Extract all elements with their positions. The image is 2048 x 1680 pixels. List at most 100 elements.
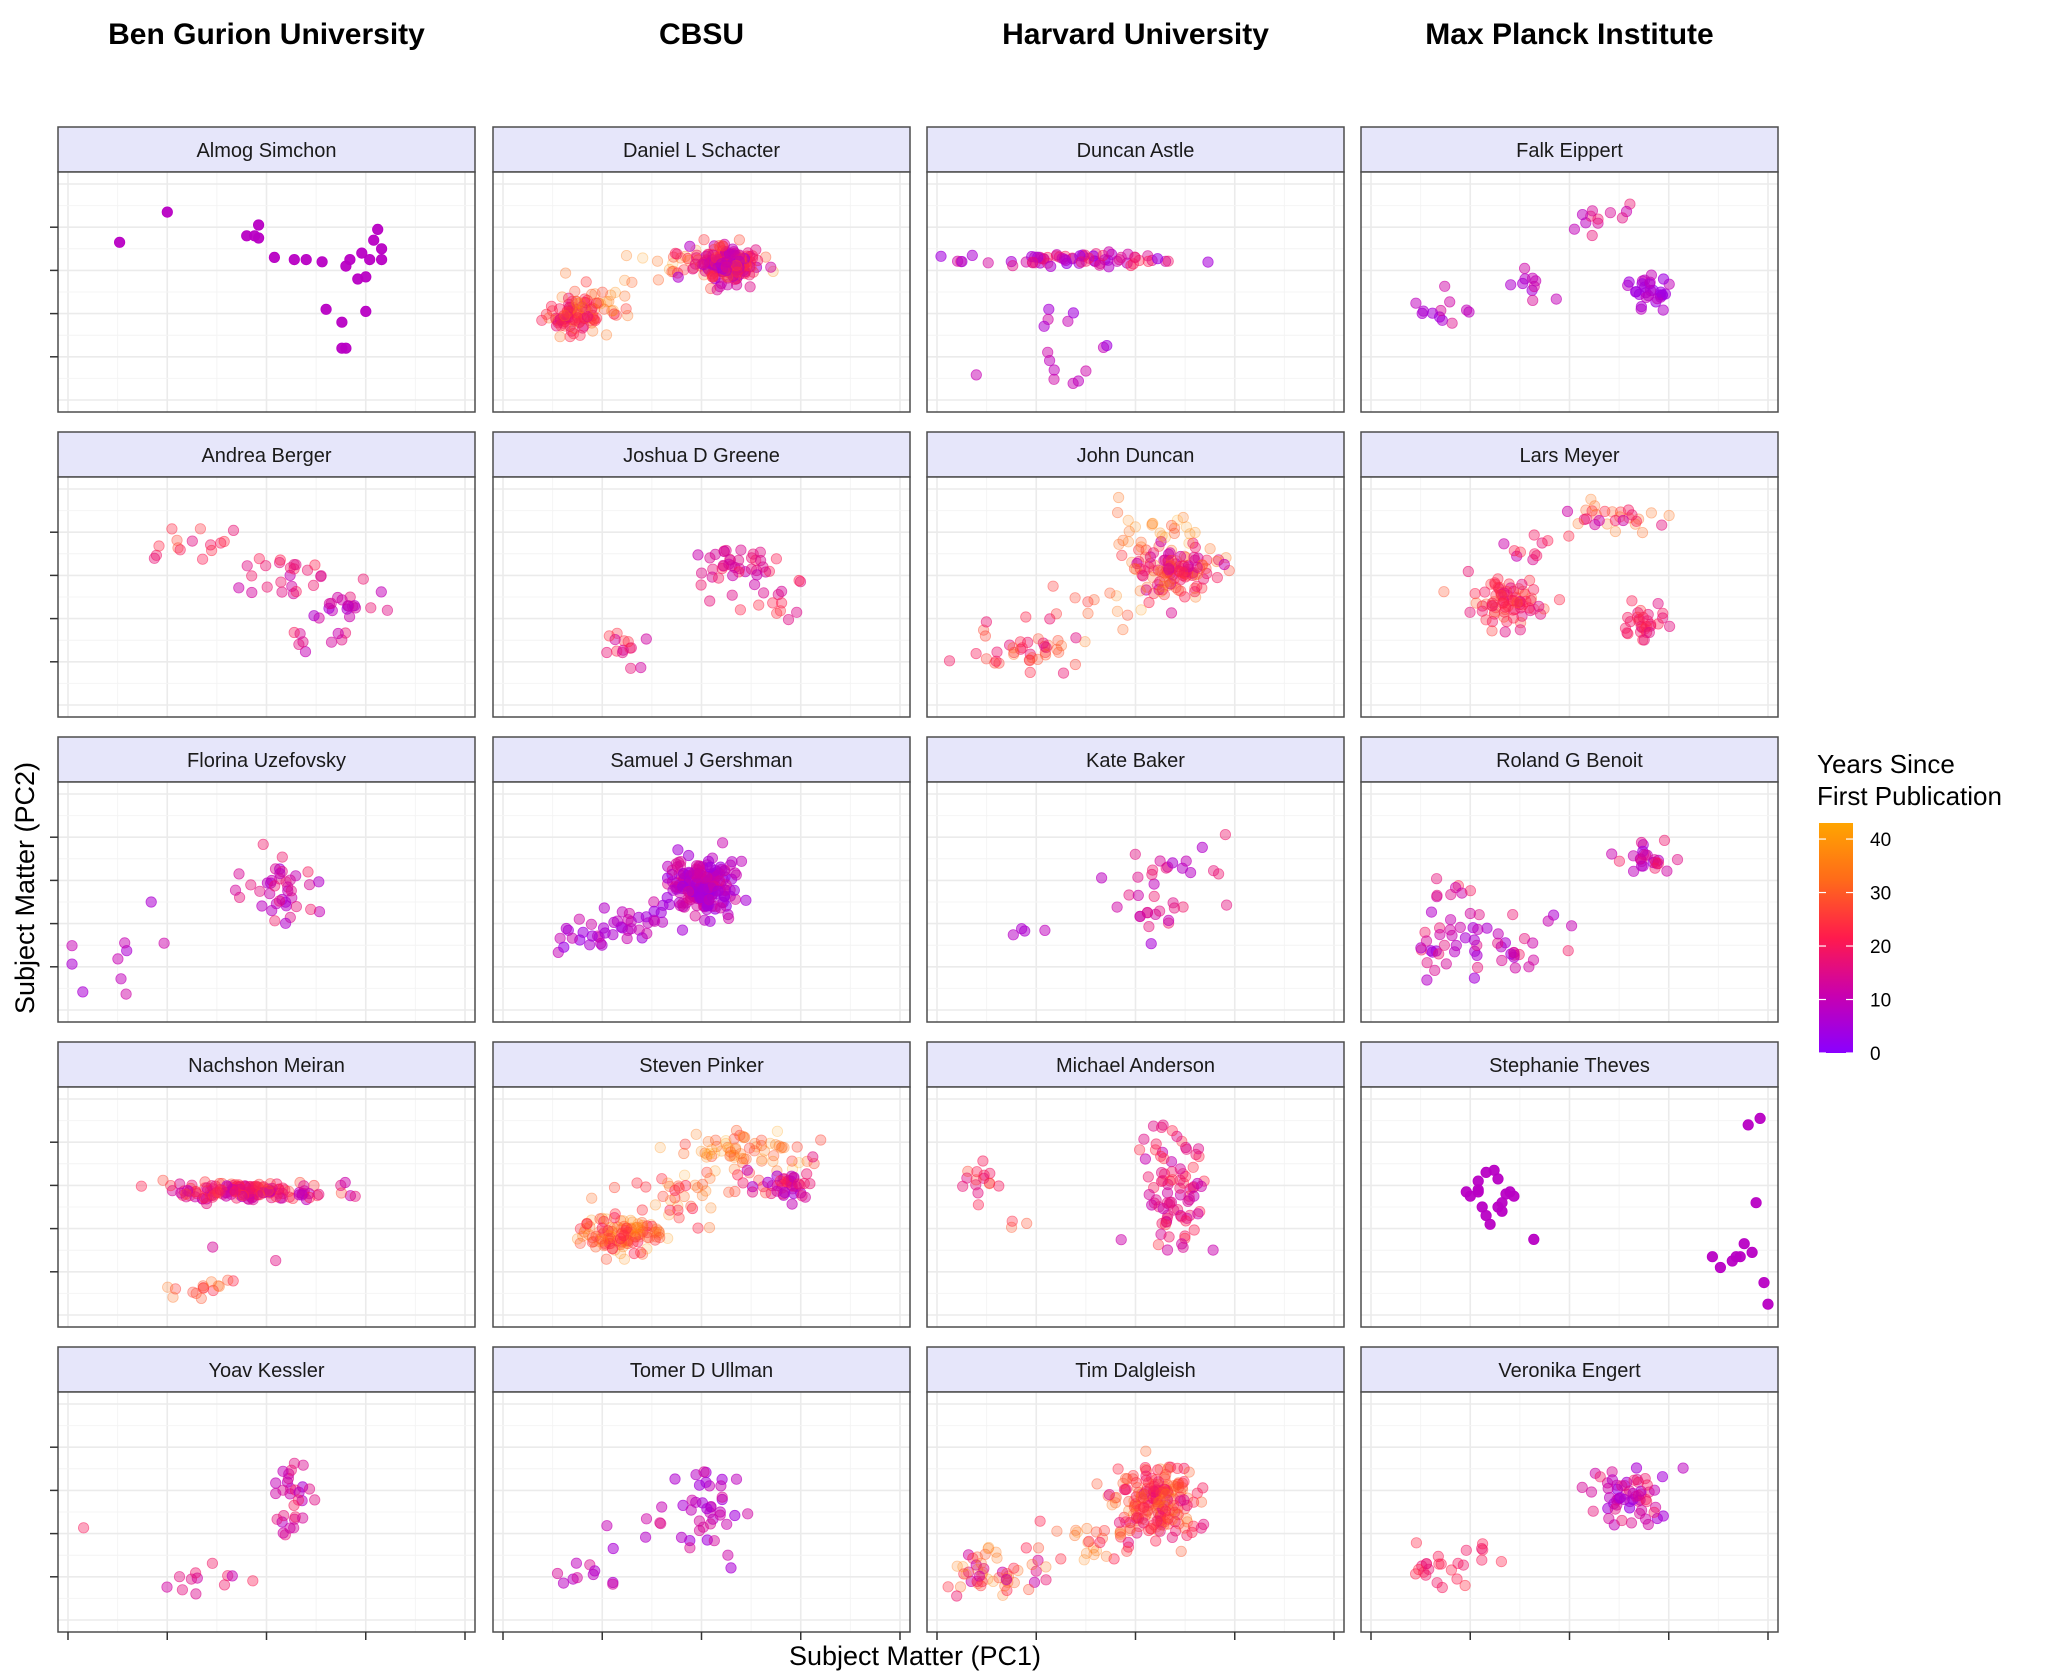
column-title: Max Planck Institute [1425, 18, 1713, 51]
data-point [625, 662, 637, 674]
data-point [983, 1541, 995, 1554]
data-point [559, 310, 571, 322]
data-point [1096, 872, 1108, 884]
data-point [1454, 921, 1466, 934]
data-point [1208, 865, 1220, 877]
data-point [1527, 937, 1539, 949]
data-point [360, 305, 372, 317]
data-point [587, 325, 599, 337]
data-point [1527, 954, 1540, 966]
data-point [1021, 1217, 1033, 1230]
data-point [1020, 611, 1032, 623]
data-point [623, 907, 636, 920]
data-point [293, 638, 305, 651]
data-point [1032, 633, 1044, 645]
data-point [1592, 217, 1604, 229]
data-point [1163, 548, 1175, 560]
data-point [1175, 1211, 1188, 1223]
data-point [1462, 565, 1474, 578]
data-point [307, 579, 320, 592]
data-point [1123, 889, 1135, 901]
color-legend: Years Since First Publication 0 10 20 30 40 [1817, 749, 2002, 1065]
data-point [1160, 1469, 1172, 1481]
column-titles: Ben Gurion University CBSU Harvard Univers… [108, 18, 1714, 51]
data-point [561, 306, 574, 318]
data-point [305, 903, 317, 916]
data-point [1508, 545, 1520, 557]
data-point [713, 240, 725, 252]
data-point [1663, 509, 1675, 522]
data-point [275, 576, 287, 588]
data-point [1097, 249, 1109, 262]
column-title: Harvard University [1002, 18, 1269, 51]
data-point [1431, 873, 1443, 885]
data-point [640, 1181, 652, 1193]
data-point [566, 932, 578, 944]
data-point [1167, 857, 1179, 869]
data-point [1738, 1238, 1750, 1250]
data-point [309, 559, 321, 571]
data-point [611, 627, 623, 639]
data-point [1190, 591, 1202, 603]
data-point [640, 633, 652, 645]
data-point [1195, 1180, 1207, 1193]
data-point [1706, 1251, 1719, 1263]
data-point [791, 1141, 803, 1153]
data-point [1625, 1517, 1638, 1529]
data-point [571, 312, 584, 324]
data-point [1496, 1205, 1508, 1217]
data-point [1568, 223, 1581, 235]
data-point [1425, 906, 1438, 918]
data-point [980, 616, 993, 628]
data-point [700, 1185, 712, 1197]
data-point [1586, 229, 1598, 242]
data-point [1165, 607, 1178, 619]
data-point [1623, 276, 1635, 288]
data-point [979, 630, 992, 642]
data-point [1121, 1545, 1133, 1557]
data-point [1507, 612, 1520, 624]
data-point [1131, 1511, 1143, 1523]
data-point [652, 1225, 665, 1237]
data-point [1051, 1525, 1063, 1537]
data-point [1110, 1491, 1122, 1504]
data-point [757, 587, 770, 599]
data-point [1201, 567, 1213, 580]
data-point [1178, 1494, 1190, 1506]
data-point [722, 1549, 734, 1561]
data-point [730, 1473, 743, 1485]
data-point [782, 613, 795, 626]
data-points [148, 523, 393, 658]
data-point [1450, 939, 1462, 952]
data-point [1410, 297, 1422, 309]
data-point [684, 1542, 696, 1554]
data-point [1498, 538, 1510, 550]
data-point [723, 1186, 735, 1198]
data-point [1137, 570, 1149, 582]
data-point [1585, 1486, 1598, 1498]
data-point [1148, 890, 1160, 903]
data-point [657, 1190, 669, 1203]
data-point [302, 866, 314, 878]
data-point [571, 303, 583, 316]
data-point [1657, 304, 1669, 316]
data-point [1079, 636, 1091, 648]
data-point [303, 879, 316, 891]
data-point [753, 599, 765, 611]
facet-strip [926, 431, 1345, 478]
data-point [733, 249, 746, 261]
data-point [1632, 1489, 1645, 1502]
data-point [1129, 521, 1142, 533]
data-point [1120, 1472, 1132, 1485]
data-point [620, 250, 633, 262]
data-point [1133, 555, 1145, 568]
data-point [1082, 1536, 1094, 1548]
data-point [942, 1581, 954, 1593]
data-point [567, 327, 580, 340]
data-point [625, 642, 637, 654]
legend-title-line-1: Years Since [1817, 749, 1955, 779]
data-point [1140, 1445, 1152, 1457]
facet-strip [1360, 126, 1779, 173]
panel-border [926, 171, 1345, 413]
data-point [153, 540, 165, 552]
